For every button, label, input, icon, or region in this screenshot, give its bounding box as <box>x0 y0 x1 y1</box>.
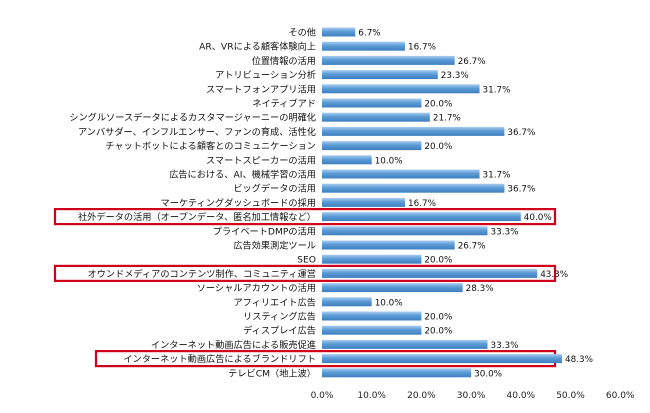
bar <box>322 70 438 80</box>
x-tick-label: 60.0% <box>606 391 635 401</box>
category-label: リスティング広告 <box>243 311 316 323</box>
value-label: 21.7% <box>433 114 461 124</box>
category-label: スマートスピーカーの活用 <box>206 154 316 166</box>
bar <box>322 84 480 94</box>
value-label: 36.7% <box>507 128 535 138</box>
category-label: オウンドメディアのコンテンツ制作、コミュニティ運営 <box>88 268 317 280</box>
bar <box>322 197 405 207</box>
category-label: 広告における、AI、機械学習の活用 <box>169 169 316 181</box>
value-label: 43.3% <box>540 270 568 280</box>
x-tick-label: 40.0% <box>507 391 536 401</box>
highlight-box <box>53 208 557 226</box>
x-tick-label: 50.0% <box>556 391 585 401</box>
bar <box>322 212 521 222</box>
bar <box>322 325 422 335</box>
value-labels: 6.7% 16.7% 26.7% 23.3% 31.7% 20.0% 21.7% 36.7% 2… <box>358 29 593 380</box>
bar <box>322 141 422 151</box>
value-label: 26.7% <box>458 57 486 67</box>
category-label: 広告効果測定ツール <box>233 240 316 252</box>
value-label: 6.7% <box>358 29 380 39</box>
category-label: ネイティブアド <box>252 98 316 110</box>
x-tick-label: 20.0% <box>407 391 436 401</box>
bar <box>322 240 455 250</box>
category-label: SEO <box>297 255 316 266</box>
bar <box>322 126 505 136</box>
value-label: 26.7% <box>458 242 486 252</box>
bar <box>322 98 422 108</box>
category-labels: その他 AR、VRによる顧客体験向上位置情報の活用アトリビューション分析スマートフ… <box>69 27 316 380</box>
value-label: 48.3% <box>565 355 593 365</box>
category-label: マーケティングダッシュボードの採用 <box>161 197 316 209</box>
category-label: ディスプレイ広告 <box>243 325 316 337</box>
value-label: 20.0% <box>424 100 452 110</box>
bar <box>322 27 356 37</box>
category-label: その他 <box>288 27 316 39</box>
x-tick-label: 0.0% <box>311 391 334 401</box>
bar <box>322 254 422 264</box>
category-label: 位置情報の活用 <box>252 55 316 67</box>
bars <box>322 27 563 378</box>
value-label: 20.0% <box>424 256 452 266</box>
x-tick-label: 10.0% <box>357 391 386 401</box>
category-label: アフィリエイト広告 <box>233 296 316 308</box>
value-label: 16.7% <box>408 199 436 209</box>
category-label: アンバサダー、インフルエンサー、ファンの育成、活性化 <box>78 126 316 138</box>
value-label: 10.0% <box>375 156 403 166</box>
bar <box>322 311 422 321</box>
value-label: 30.0% <box>474 369 502 379</box>
bar <box>322 55 455 65</box>
bar <box>322 183 505 193</box>
category-label: シングルソースデータによるカスタマージャーニーの明確化 <box>69 112 316 124</box>
value-label: 20.0% <box>424 327 452 337</box>
value-label: 10.0% <box>375 298 403 308</box>
category-label: ビッグデータの活用 <box>233 183 316 195</box>
value-label: 23.3% <box>441 71 469 81</box>
bar <box>322 368 472 378</box>
bar <box>322 354 563 364</box>
x-axis-ticks: 0.0% 10.0% 20.0% 30.0% 40.0% 50.0% 60.0% <box>311 391 635 401</box>
category-label: チャットボットによる顧客とのコミュニケーション <box>105 140 316 152</box>
highlight-box <box>53 264 557 282</box>
category-label: プライベートDMPの活用 <box>213 225 316 237</box>
value-label: 31.7% <box>483 171 511 181</box>
category-label: AR、VRによる顧客体験向上 <box>199 41 316 53</box>
value-label: 40.0% <box>524 213 552 223</box>
bar <box>322 283 463 293</box>
category-label: ソーシャルアカウントの活用 <box>197 282 316 294</box>
category-label: インターネット動画広告による販売促進 <box>151 339 316 351</box>
value-label: 16.7% <box>408 43 436 53</box>
category-label: 社外データの活用（オープンデータ、匿名加工情報など） <box>78 211 316 223</box>
bar <box>322 297 372 307</box>
value-label: 36.7% <box>507 185 535 195</box>
value-label: 33.3% <box>491 227 519 237</box>
category-label: アトリビューション分析 <box>215 69 316 81</box>
category-label: テレビCM（地上波） <box>228 367 316 379</box>
bar <box>322 112 430 122</box>
bar <box>322 226 488 236</box>
category-label: インターネット動画広告によるブランドリフト <box>123 353 316 365</box>
value-label: 28.3% <box>466 284 494 294</box>
bar <box>322 268 538 278</box>
value-label: 33.3% <box>491 341 519 351</box>
value-label: 20.0% <box>424 142 452 152</box>
value-label: 20.0% <box>424 313 452 323</box>
bar <box>322 155 372 165</box>
bar <box>322 169 480 179</box>
bar <box>322 41 405 51</box>
value-label: 31.7% <box>483 85 511 95</box>
bar <box>322 339 488 349</box>
category-label: スマートフォンアプリ活用 <box>206 83 316 95</box>
x-tick-label: 30.0% <box>457 391 486 401</box>
